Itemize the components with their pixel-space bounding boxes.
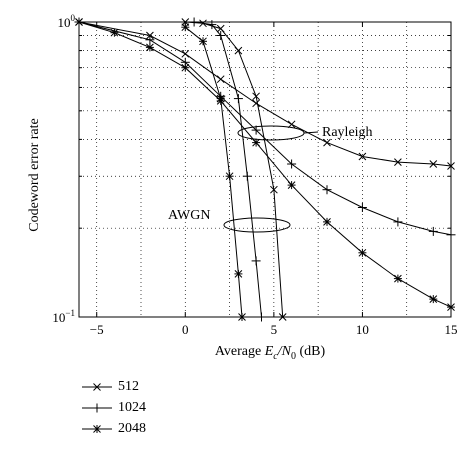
data-point bbox=[270, 185, 278, 194]
data-point bbox=[357, 203, 367, 212]
grid bbox=[79, 22, 451, 317]
data-point bbox=[251, 256, 261, 266]
legend-item-512: 512 bbox=[80, 378, 200, 396]
data-point bbox=[145, 43, 154, 52]
data-point bbox=[394, 158, 402, 166]
data-point bbox=[234, 46, 243, 55]
data-point bbox=[252, 99, 260, 108]
series-layer bbox=[74, 17, 456, 322]
data-point bbox=[110, 28, 119, 37]
data-point bbox=[323, 138, 331, 147]
data-point bbox=[393, 274, 402, 283]
data-point bbox=[145, 35, 155, 45]
y-tick-label: 100 bbox=[58, 13, 76, 30]
series-awgn-1024 bbox=[189, 17, 266, 322]
awgn-ellipse bbox=[223, 217, 291, 233]
data-point bbox=[181, 63, 190, 72]
chart: −5 0 5 10 15 100 10−1 Rayleigh AWGN Codeword e… bbox=[27, 13, 458, 362]
legend-marker-plus bbox=[82, 403, 112, 413]
series-rayleigh-2048 bbox=[75, 18, 455, 312]
x-tick-label: −5 bbox=[90, 322, 104, 337]
y-tick-label: 10−1 bbox=[52, 308, 75, 325]
data-point bbox=[181, 49, 190, 58]
annotation-ellipses bbox=[223, 125, 319, 233]
data-point bbox=[252, 92, 260, 101]
data-point bbox=[216, 24, 225, 33]
data-point bbox=[242, 171, 252, 181]
legend-label: 1024 bbox=[118, 400, 146, 415]
data-point bbox=[181, 23, 190, 32]
series-line bbox=[194, 21, 262, 318]
data-point bbox=[287, 181, 296, 190]
legend-label: 512 bbox=[118, 379, 139, 394]
x-tick-label: 15 bbox=[445, 322, 458, 337]
x-axis-label: Average Ec/N0 (dB) bbox=[215, 344, 326, 362]
data-point bbox=[393, 217, 403, 227]
series-line bbox=[78, 21, 452, 308]
annotation-rayleigh: Rayleigh bbox=[322, 125, 373, 140]
data-point bbox=[216, 31, 226, 40]
axes bbox=[78, 21, 452, 318]
legend-marker-x bbox=[82, 383, 112, 391]
data-point bbox=[234, 269, 243, 278]
series-line bbox=[185, 21, 284, 318]
data-point bbox=[287, 159, 297, 169]
data-point bbox=[323, 217, 331, 226]
data-point bbox=[233, 94, 243, 104]
data-point bbox=[199, 37, 207, 46]
plot-frame bbox=[78, 21, 452, 318]
data-point bbox=[429, 295, 438, 304]
y-axis-label: Codeword error rate bbox=[27, 118, 42, 232]
data-point bbox=[358, 248, 367, 257]
legend-label: 2048 bbox=[118, 421, 146, 436]
series-line bbox=[78, 21, 452, 236]
legend-item-1024: 1024 bbox=[80, 399, 200, 417]
data-point bbox=[216, 94, 225, 103]
legend-marker-star bbox=[82, 425, 112, 433]
data-point bbox=[429, 160, 438, 168]
series-awgn-512 bbox=[181, 18, 287, 321]
x-tick-label: 10 bbox=[356, 322, 369, 337]
data-point bbox=[322, 185, 332, 195]
series-awgn-2048 bbox=[181, 23, 246, 321]
annotation-awgn: AWGN bbox=[168, 208, 210, 223]
x-tick-label: 0 bbox=[182, 322, 189, 337]
legend-item-2048: 2048 bbox=[80, 420, 200, 438]
data-point bbox=[225, 172, 234, 181]
data-point bbox=[358, 152, 367, 161]
data-point bbox=[216, 75, 225, 84]
series-rayleigh-512 bbox=[75, 18, 455, 170]
data-point bbox=[287, 120, 296, 129]
tick-labels: −5 0 5 10 15 100 10−1 bbox=[52, 13, 457, 337]
legend: 512 1024 2048 bbox=[80, 378, 200, 448]
rayleigh-pointer bbox=[303, 131, 319, 134]
data-point bbox=[252, 138, 261, 147]
x-tick-label: 5 bbox=[271, 322, 278, 337]
data-point bbox=[428, 226, 438, 236]
